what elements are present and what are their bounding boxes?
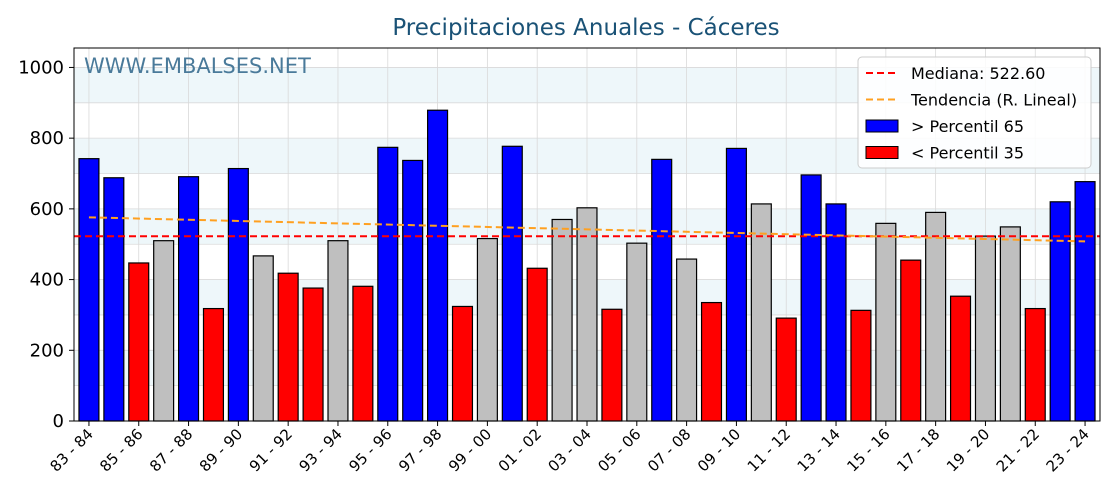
x-tick-label: 97 - 98 xyxy=(395,425,445,475)
x-tick-label: 89 - 90 xyxy=(196,425,246,475)
bar-mid xyxy=(576,207,598,422)
x-tick-label: 91 - 92 xyxy=(246,425,296,475)
bar-high xyxy=(103,177,125,422)
legend-swatch-high xyxy=(865,119,899,133)
x-tick-label: 13 - 14 xyxy=(794,425,844,475)
legend-label-median: Mediana: 522.60 xyxy=(911,64,1045,83)
x-tick-label: 99 - 00 xyxy=(445,425,495,475)
bar-high xyxy=(177,176,200,422)
x-tick-label: 19 - 20 xyxy=(943,425,993,475)
legend-label-trend: Tendencia (R. Lineal) xyxy=(910,91,1077,110)
x-tick-label: 93 - 94 xyxy=(296,425,346,475)
bar-high xyxy=(1074,181,1096,422)
bar-mid xyxy=(925,211,947,422)
bar-low xyxy=(850,309,872,422)
bar-high xyxy=(651,158,673,422)
bar-low xyxy=(949,295,972,422)
bar-mid xyxy=(626,242,648,422)
y-tick-label: 0 xyxy=(53,411,64,432)
legend-swatch-low xyxy=(865,146,899,159)
legend: Mediana: 522.60 Tendencia (R. Lineal) > P… xyxy=(857,56,1092,169)
x-tick-label: 87 - 88 xyxy=(146,425,196,475)
bar-mid xyxy=(153,240,175,422)
x-tick-label: 15 - 16 xyxy=(843,425,893,475)
y-tick-label: 400 xyxy=(30,270,64,291)
bar-high xyxy=(1049,201,1071,422)
x-tick-label: 17 - 18 xyxy=(893,425,943,475)
y-tick-label: 200 xyxy=(30,340,64,361)
x-tick-label: 01 - 02 xyxy=(495,425,545,475)
watermark: WWW.EMBALSES.NET xyxy=(84,54,311,78)
bar-low xyxy=(352,285,374,422)
trend-line xyxy=(88,216,1086,243)
bar-mid xyxy=(974,235,997,422)
reference-lines xyxy=(74,216,1100,243)
bar-low xyxy=(526,267,548,422)
bar-low xyxy=(128,262,150,422)
x-tick-label: 95 - 96 xyxy=(345,425,395,475)
bar-high xyxy=(402,159,424,422)
bar-low xyxy=(277,272,299,422)
x-tick-label: 83 - 84 xyxy=(46,425,96,475)
bar-mid xyxy=(327,240,349,422)
legend-box xyxy=(857,56,1092,169)
bar-low xyxy=(302,287,324,422)
bar-mid xyxy=(551,218,573,422)
x-tick-label: 23 - 24 xyxy=(1043,425,1093,475)
bar-low xyxy=(1024,307,1046,422)
bar-low xyxy=(202,307,225,422)
bar-high xyxy=(78,158,100,422)
bar-high xyxy=(377,146,399,422)
bar-high xyxy=(501,145,523,422)
bar-high xyxy=(800,174,822,422)
x-tick-label: 03 - 04 xyxy=(545,425,595,475)
bar-mid xyxy=(252,255,274,422)
bar-low xyxy=(700,301,723,422)
x-tick-label: 21 - 22 xyxy=(993,425,1043,475)
x-tick-label: 11 - 12 xyxy=(744,425,794,475)
x-tick-label: 85 - 86 xyxy=(96,425,146,475)
bar-mid xyxy=(875,222,897,422)
y-tick-label: 1000 xyxy=(18,57,64,78)
y-tick-label: 600 xyxy=(30,199,64,220)
legend-label-high: > Percentil 65 xyxy=(911,117,1024,136)
bar-high xyxy=(227,167,249,422)
bar-low xyxy=(900,259,922,422)
bar-high xyxy=(427,109,449,422)
bar-low xyxy=(451,305,474,422)
legend-label-low: < Percentil 35 xyxy=(911,144,1024,163)
bar-low xyxy=(775,317,797,422)
bar-mid xyxy=(476,237,498,422)
chart-title: Precipitaciones Anuales - Cáceres xyxy=(392,15,779,41)
x-tick-label: 07 - 08 xyxy=(644,425,694,475)
bar-high xyxy=(725,147,747,422)
bar-low xyxy=(601,308,623,422)
bar-mid xyxy=(676,258,698,422)
x-tick-label: 09 - 10 xyxy=(694,425,744,475)
bar-mid xyxy=(999,226,1021,422)
y-tick-label: 800 xyxy=(30,128,64,149)
x-tick-label: 05 - 06 xyxy=(594,425,644,475)
